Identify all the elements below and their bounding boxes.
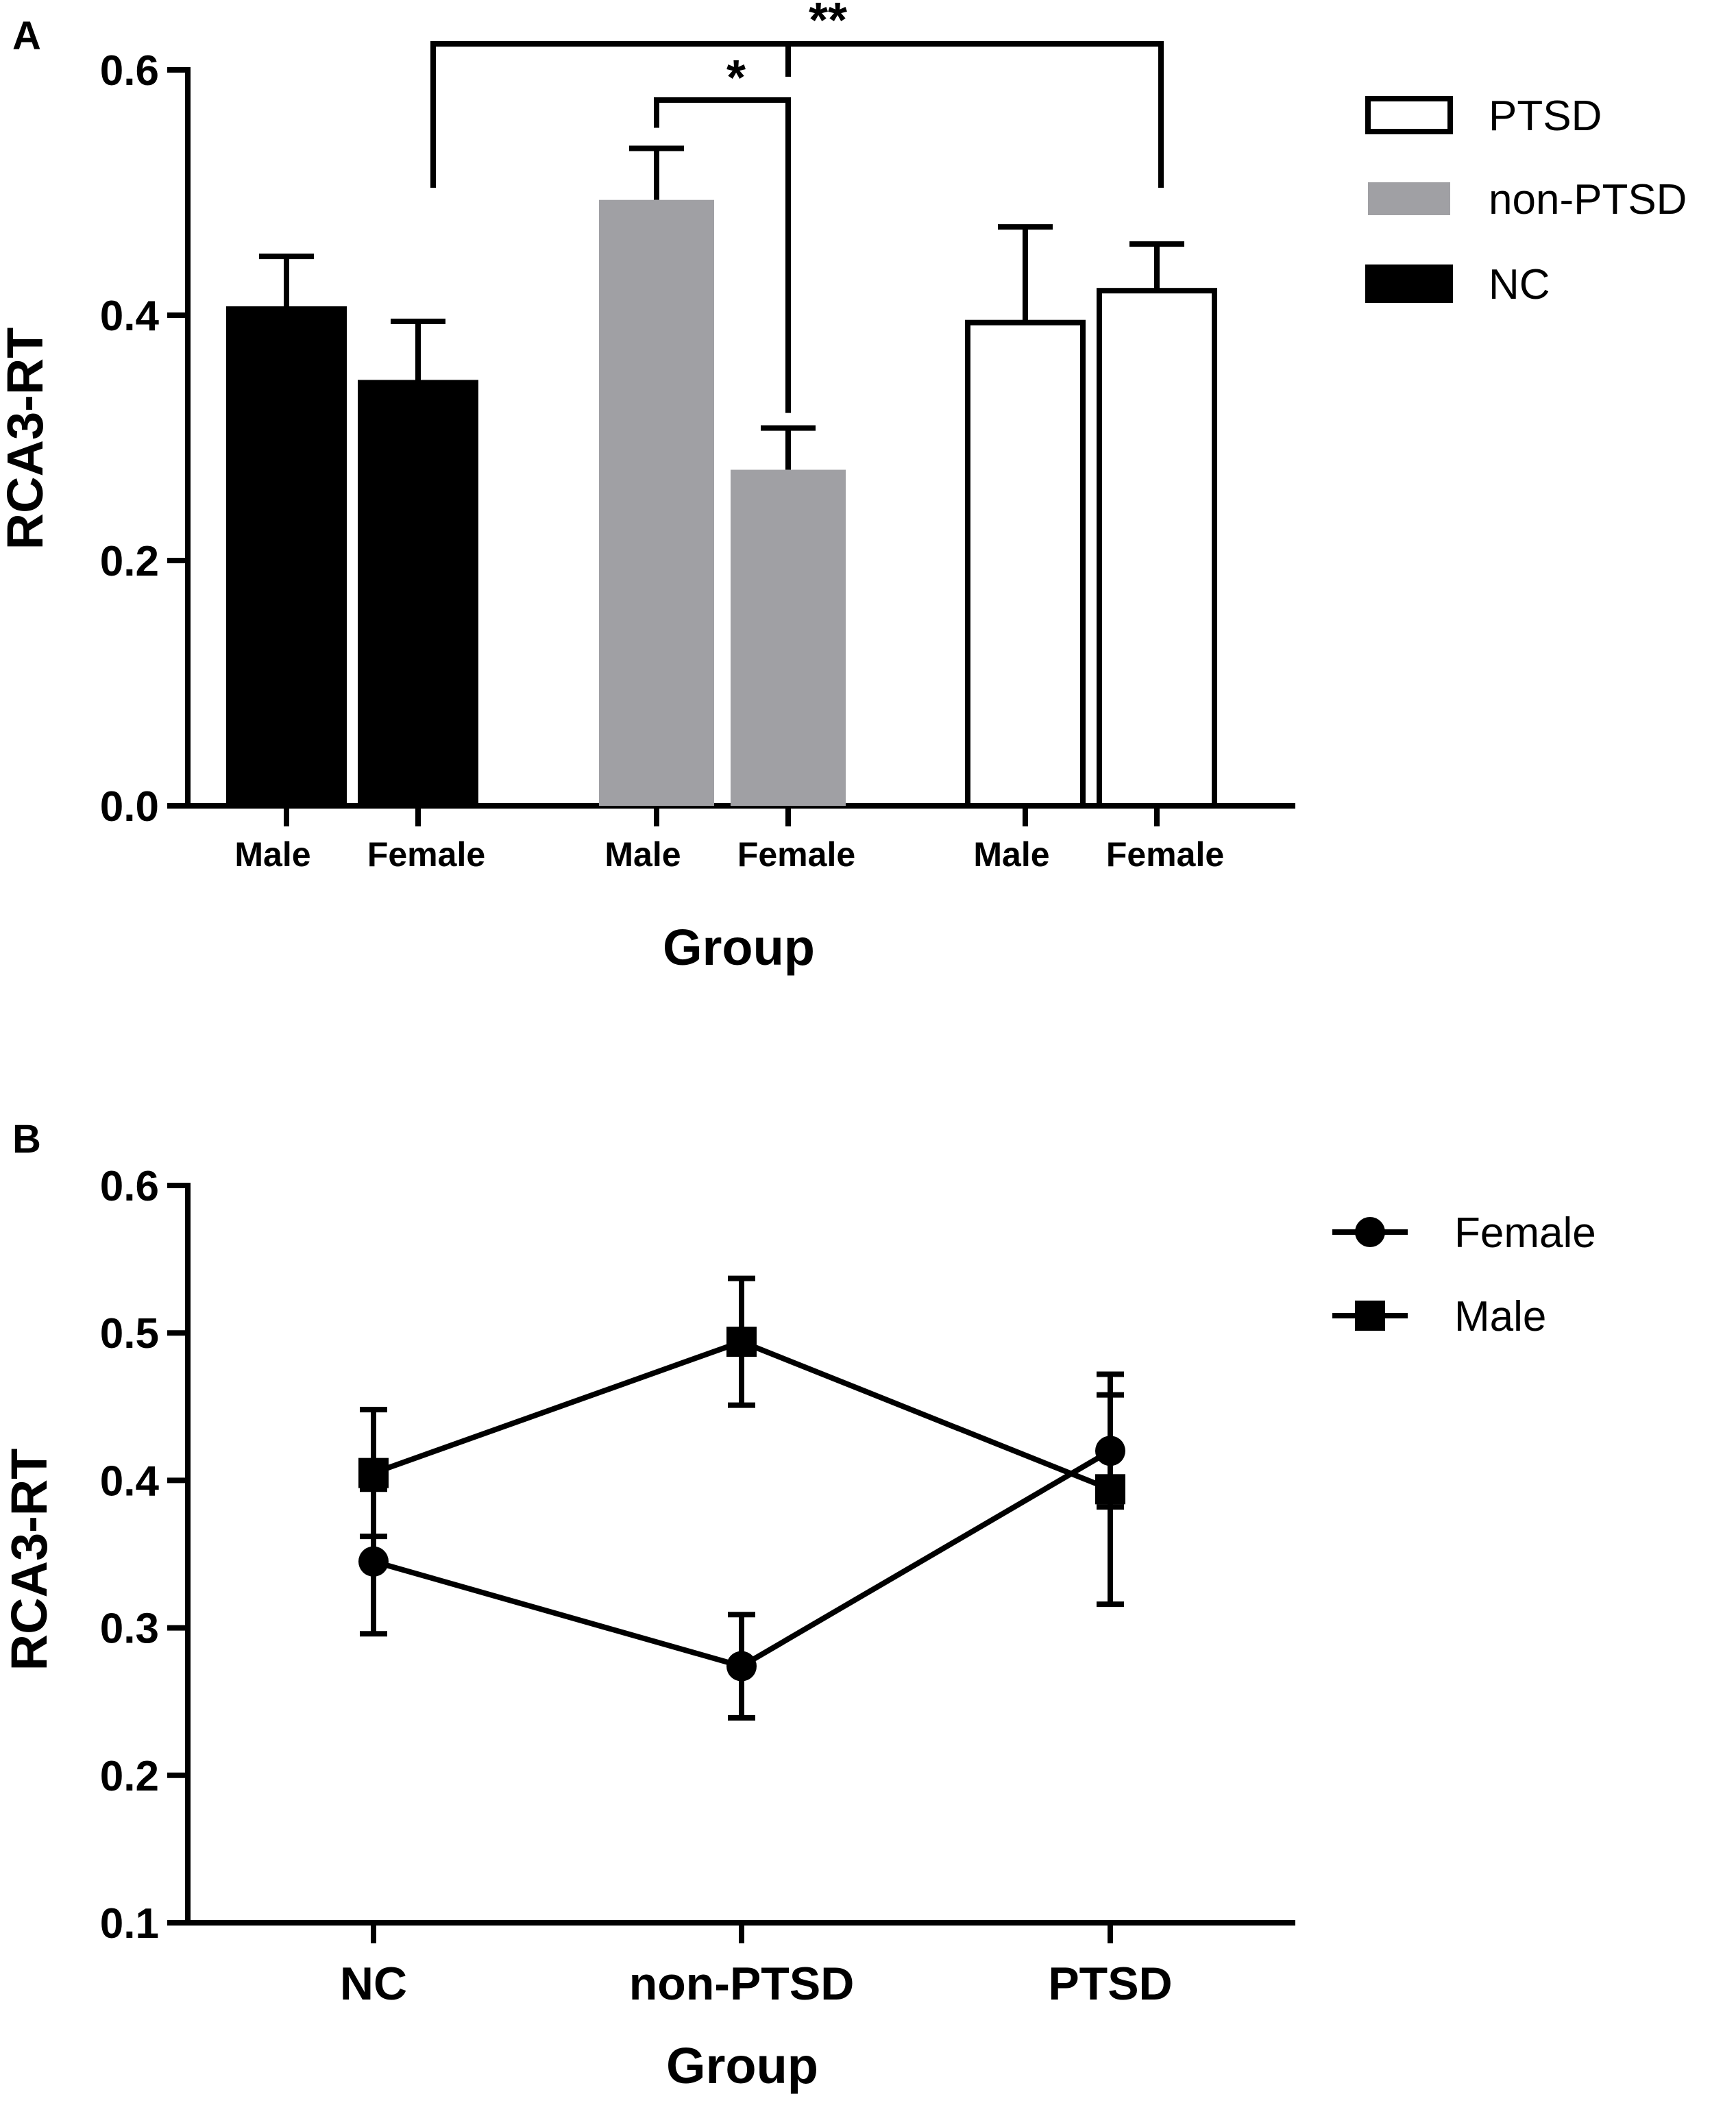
panel-a-significance: *** [430, 0, 1164, 413]
y-tick-label: 0.1 [100, 1900, 159, 1947]
x-tick-label: Male [234, 835, 310, 874]
panel-b: B RCA3-RT Group 0.1 0.2 0.3 0.4 0.5 0.6 NC non-… [1, 1117, 1596, 2094]
x-tick-label: Female [737, 835, 855, 874]
bar [599, 199, 714, 806]
significance-label: ** [809, 0, 847, 48]
panel-a-y-axis-title: RCA3-RT [0, 328, 53, 550]
data-point [358, 1458, 389, 1488]
x-tick-label: Male [973, 835, 1049, 874]
y-tick-label: 0.2 [100, 538, 159, 585]
legend-marker [1355, 1301, 1385, 1331]
panel-a-legend: PTSD non-PTSD NC [1365, 93, 1687, 308]
panel-b-y-axis-title: RCA3-RT [1, 1449, 58, 1671]
panel-b-axes: 0.1 0.2 0.3 0.4 0.5 0.6 NC non-PTSD PTSD [100, 1163, 1295, 2010]
data-point [1095, 1474, 1125, 1505]
significance-bracket [654, 97, 791, 413]
x-tick-label: PTSD [1048, 1958, 1172, 2010]
bar [731, 469, 846, 806]
panel-a-x-axis-title: Group [663, 919, 815, 976]
data-point [726, 1327, 757, 1357]
panel-b-lines [358, 1275, 1125, 1721]
panel-a-bars: Male Female Male Female Male Female [226, 145, 1224, 874]
legend-swatch [1365, 265, 1453, 303]
legend-swatch [1368, 182, 1450, 215]
x-tick-label: Female [1106, 835, 1224, 874]
bar [965, 319, 1086, 809]
panel-b-label: B [12, 1117, 41, 1161]
x-tick-label: non-PTSD [629, 1958, 855, 2010]
x-tick-label: NC [340, 1958, 407, 2010]
data-point [358, 1546, 389, 1577]
y-tick-label: 0.2 [100, 1753, 159, 1800]
panel-b-x-axis-title: Group [666, 2037, 818, 2094]
legend-label: PTSD [1489, 93, 1602, 140]
legend-label: Male [1454, 1293, 1546, 1340]
significance-bracket [430, 41, 1164, 188]
bar [1097, 288, 1217, 809]
panel-b-legend: Female Male [1332, 1209, 1596, 1340]
y-tick-label: 0.4 [100, 293, 160, 340]
bar [226, 306, 347, 809]
x-tick-label: Female [367, 835, 485, 874]
y-tick-label: 0.6 [100, 1163, 159, 1210]
legend-label: non-PTSD [1489, 176, 1687, 223]
legend-marker [1355, 1217, 1385, 1247]
y-tick-label: 0.5 [100, 1310, 159, 1357]
panel-a-label: A [12, 14, 41, 58]
legend-label: Female [1454, 1209, 1596, 1257]
y-tick-label: 0.4 [100, 1458, 160, 1505]
bar [358, 380, 478, 809]
significance-label: * [726, 51, 746, 106]
y-tick-label: 0.3 [100, 1606, 159, 1653]
y-tick-label: 0.6 [100, 47, 159, 95]
legend-label: NC [1489, 261, 1550, 308]
panel-a: A RCA3-RT Group 0.00.20.40.6 Male Female M… [0, 0, 1687, 976]
y-tick-label: 0.0 [100, 783, 159, 831]
x-tick-label: Male [604, 835, 681, 874]
data-point [726, 1651, 757, 1682]
legend-swatch [1365, 96, 1453, 134]
